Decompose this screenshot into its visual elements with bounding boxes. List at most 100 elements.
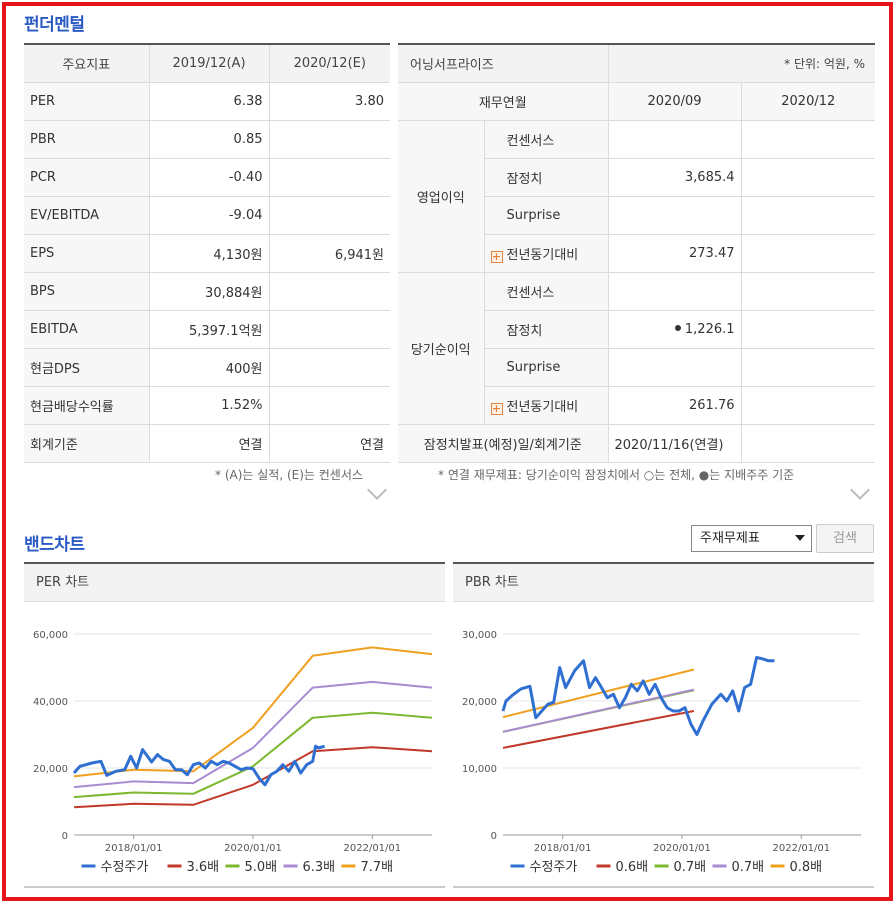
series-line-price [501,656,775,736]
series-line-band-1 [73,746,433,809]
indicator-row: EV/EBITDA -9.04 [24,196,390,235]
earnings-value: 261.76 [608,386,742,425]
legend-label: 5.0배 [245,860,278,875]
indicator-value: 3.80 [269,82,390,121]
indicator-label: 회계기준 [24,424,150,463]
indicator-row: 현금배당수익률 1.52% [24,386,390,425]
legend-label: 6.3배 [303,860,336,875]
earnings-title: 어닝서프라이즈 [398,44,609,83]
earnings-value [741,120,876,159]
earnings-value [741,272,876,311]
indicator-value: 6.38 [149,82,270,121]
earnings-row-label: 전년동기대비 [506,247,579,263]
yoy-expand-item[interactable]: + 전년동기대비 [484,234,609,273]
legend-label: 수정주가 [530,860,578,875]
y-tick-label: 0 [62,831,68,842]
statement-select[interactable]: 주재무제표 [691,525,812,552]
earnings-value [608,272,742,311]
announce-date-value: 2020/11/16(연결) [608,424,742,463]
earnings-header-row: 재무연월 2020/09 2020/12 [398,82,876,121]
x-tick-label: 2022/01/01 [344,843,402,854]
series-line-band-1 [502,710,695,749]
indicator-value: 연결 [149,424,270,463]
indicator-value [269,348,390,387]
earnings-value [741,348,876,387]
announce-date-empty [741,424,876,463]
indicators-header-row: 주요지표 2019/12(A) 2020/12(E) [24,44,390,83]
indicator-row: EPS 4,130원 6,941원 [24,234,390,273]
series-line-band-3 [73,680,433,789]
earnings-value: 273.47 [608,234,742,273]
indicator-value: 0.85 [149,120,270,159]
earnings-value [608,196,742,235]
indicator-row: BPS 30,884원 [24,272,390,311]
legend-label: 7.7배 [361,860,394,875]
earnings-row: 영업이익 컨센서스 [398,120,876,273]
indicator-label: PBR [24,120,150,159]
earnings-unit: * 단위: 억원, % [608,44,876,83]
earnings-row: 잠정치 3,685.4 [398,158,876,197]
indicator-value: -0.40 [149,158,270,197]
statement-select-value: 주재무제표 [700,531,760,546]
y-tick-label: 30,000 [462,630,497,641]
earnings-row: + 전년동기대비 273.47 [398,234,876,273]
x-tick-label: 2018/01/01 [534,843,592,854]
indicator-label: EBITDA [24,310,150,349]
legend-label: 3.6배 [187,860,220,875]
yoy-expand-item[interactable]: + 전년동기대비 [484,386,609,425]
earnings-value [741,234,876,273]
earnings-value-text: 3,685.4 [684,169,735,185]
indicator-value: 6,941원 [269,234,390,273]
earnings-value [741,196,876,235]
y-tick-label: 10,000 [462,764,497,775]
plus-icon[interactable]: + [490,249,503,263]
earnings-value-text: 273.47 [689,245,735,261]
earnings-group-label: 영업이익 [398,120,485,273]
pbr-chart-title: PBR 차트 [453,564,874,602]
pbr-chart: 0 10,000 20,000 30,000 2018/01/01 2020/01/01 2… [462,630,861,875]
x-tick-label: 2020/01/01 [653,843,711,854]
legend-label: 0.8배 [790,860,823,875]
search-button[interactable]: 검색 [816,524,874,553]
indicator-value: -9.04 [149,196,270,235]
x-tick-label: 2018/01/01 [105,843,163,854]
indicator-value: 5,397.1억원 [149,310,270,349]
indicator-value: 30,884원 [149,272,270,311]
earnings-title-row: 어닝서프라이즈 * 단위: 억원, % [398,44,876,83]
indicator-value: 400원 [149,348,270,387]
earnings-header-col1: 2020/09 [608,82,742,121]
indicator-value: 1.52% [149,386,270,425]
indicator-label: 현금DPS [24,348,150,387]
indicator-row: 현금DPS 400원 [24,348,390,387]
fundamentals-title: 펀더멘털 [24,15,85,35]
indicators-table: 주요지표 2019/12(A) 2020/12(E) PER 6.38 3.80 PB… [24,43,390,463]
earnings-row-label: 잠정치 [484,158,609,197]
series-line-band-2 [73,711,433,799]
earnings-value [741,158,876,197]
earnings-header-col2: 2020/12 [741,82,876,121]
per-chart-panel: PER 차트 0 20,000 40,000 60,000 2018/01/01 2020… [24,562,445,888]
indicator-label: 현금배당수익률 [24,386,150,425]
y-tick-label: 20,000 [462,697,497,708]
earnings-value [608,348,742,387]
earnings-row-label: 전년동기대비 [506,399,579,415]
plus-icon[interactable]: + [490,401,503,415]
x-tick-label: 2020/01/01 [224,843,282,854]
indicator-value [269,272,390,311]
earnings-value [608,120,742,159]
legend-label: 수정주가 [101,860,149,875]
earnings-value-text: 1,226.1 [684,321,735,337]
indicator-label: PCR [24,158,150,197]
indicators-header-col2: 2020/12(E) [269,44,390,83]
indicator-label: EV/EBITDA [24,196,150,235]
indicator-value: 연결 [269,424,390,463]
earnings-note: * 연결 재무제표: 당기순이익 잠정치에서 ○는 전체, ●는 지배주주 기준 [438,468,795,482]
indicator-label: BPS [24,272,150,311]
indicator-value: 4,130원 [149,234,270,273]
earnings-row-label: 잠정치 [484,310,609,349]
earnings-value: 3,685.4 [608,158,742,197]
earnings-value: 1,226.1 [608,310,742,349]
indicator-row: EBITDA 5,397.1억원 [24,310,390,349]
band-chart-title: 밴드차트 [24,535,85,555]
